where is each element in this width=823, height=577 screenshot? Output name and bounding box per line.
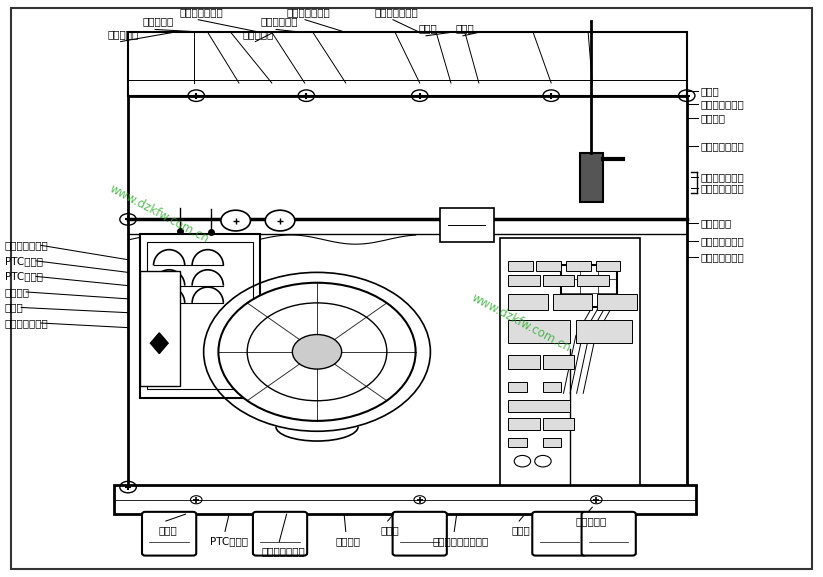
Text: 左右灯座引接线: 左右灯座引接线 xyxy=(179,7,224,17)
Text: 电源线: 电源线 xyxy=(700,86,719,96)
Text: 接线端子: 接线端子 xyxy=(700,113,726,123)
Bar xyxy=(440,208,494,242)
Text: 缠绕护套管: 缠绕护套管 xyxy=(108,29,139,39)
Text: 变压器: 变压器 xyxy=(418,23,437,33)
Text: 接风盒: 接风盒 xyxy=(159,526,177,535)
Text: 电子门锁引接线: 电子门锁引接线 xyxy=(700,252,745,262)
Circle shape xyxy=(247,303,387,401)
Bar xyxy=(500,238,640,485)
Bar xyxy=(578,275,609,286)
Text: 温控器: 温控器 xyxy=(5,302,24,313)
Circle shape xyxy=(221,210,250,231)
Text: 外锯齿锁紧垫圈: 外锯齿锁紧垫圈 xyxy=(700,183,745,193)
Bar xyxy=(509,275,540,286)
Bar xyxy=(509,382,527,392)
Circle shape xyxy=(218,283,416,421)
FancyBboxPatch shape xyxy=(532,512,587,556)
Bar xyxy=(543,418,574,429)
Text: 保洁引接线组件: 保洁引接线组件 xyxy=(286,7,330,17)
FancyBboxPatch shape xyxy=(393,512,447,556)
Circle shape xyxy=(514,455,531,467)
FancyBboxPatch shape xyxy=(582,512,636,556)
Text: 电线护套圈: 电线护套圈 xyxy=(142,17,174,27)
Text: PTC后支架: PTC后支架 xyxy=(210,536,249,546)
Bar xyxy=(543,275,574,286)
Text: 飞机支撑脚: 飞机支撑脚 xyxy=(576,516,607,526)
Circle shape xyxy=(292,335,342,369)
Text: 烘干引接线组件: 烘干引接线组件 xyxy=(374,7,418,17)
Text: 电源引线组急案: 电源引线组急案 xyxy=(700,237,745,246)
Text: 电线护套圈: 电线护套圈 xyxy=(700,218,732,228)
Bar xyxy=(553,294,593,310)
Text: 电器罩定位支板: 电器罩定位支板 xyxy=(5,318,49,328)
Bar xyxy=(509,261,533,271)
Bar xyxy=(543,382,561,392)
FancyBboxPatch shape xyxy=(253,512,307,556)
Text: 风机垫脚: 风机垫脚 xyxy=(336,536,361,546)
Text: www.dzkfw.com.cn: www.dzkfw.com.cn xyxy=(108,182,212,245)
Bar xyxy=(509,418,540,429)
Bar xyxy=(128,96,686,487)
Bar xyxy=(580,153,603,202)
Text: PTC前支架: PTC前支架 xyxy=(5,256,43,266)
Bar xyxy=(509,355,540,369)
Text: 十字槽盘头螺钉: 十字槽盘头螺钉 xyxy=(700,141,745,151)
Bar xyxy=(141,234,259,398)
Text: 后盖板: 后盖板 xyxy=(455,23,474,33)
Text: 十字槽沉头螺钉: 十字槽沉头螺钉 xyxy=(700,99,745,109)
Bar xyxy=(543,437,561,447)
Bar xyxy=(141,271,179,387)
Text: 电源板: 电源板 xyxy=(512,526,531,535)
Text: 十字槽盘头螺钉: 十字槽盘头螺钉 xyxy=(700,172,745,182)
Bar xyxy=(509,320,570,343)
Text: 镇流器: 镇流器 xyxy=(380,526,399,535)
Text: 烘干回路线组件: 烘干回路线组件 xyxy=(5,241,49,250)
Bar xyxy=(147,242,253,389)
Bar xyxy=(114,485,695,514)
Bar xyxy=(537,261,561,271)
Circle shape xyxy=(535,455,551,467)
Text: 辉光启动器座: 辉光启动器座 xyxy=(260,17,298,27)
Bar xyxy=(509,294,548,310)
Text: www.dzkfw.com.cn: www.dzkfw.com.cn xyxy=(469,291,573,355)
Bar xyxy=(596,261,621,271)
Polygon shape xyxy=(151,333,168,354)
Bar xyxy=(543,355,574,369)
Text: 接风盒盖: 接风盒盖 xyxy=(5,287,30,297)
Bar xyxy=(576,320,632,343)
Bar xyxy=(128,32,686,96)
Text: 门控开关串联引接线: 门控开关串联引接线 xyxy=(432,536,488,546)
Bar xyxy=(509,400,570,412)
Bar xyxy=(561,265,617,307)
Bar xyxy=(597,294,637,310)
Circle shape xyxy=(265,210,295,231)
Text: 十字槽盘头螺钉: 十字槽盘头螺钉 xyxy=(262,546,305,556)
Text: 辉光启动器: 辉光启动器 xyxy=(242,29,273,39)
Bar xyxy=(566,261,591,271)
Text: PTC加热器: PTC加热器 xyxy=(5,271,43,282)
Bar xyxy=(509,437,527,447)
FancyBboxPatch shape xyxy=(142,512,196,556)
